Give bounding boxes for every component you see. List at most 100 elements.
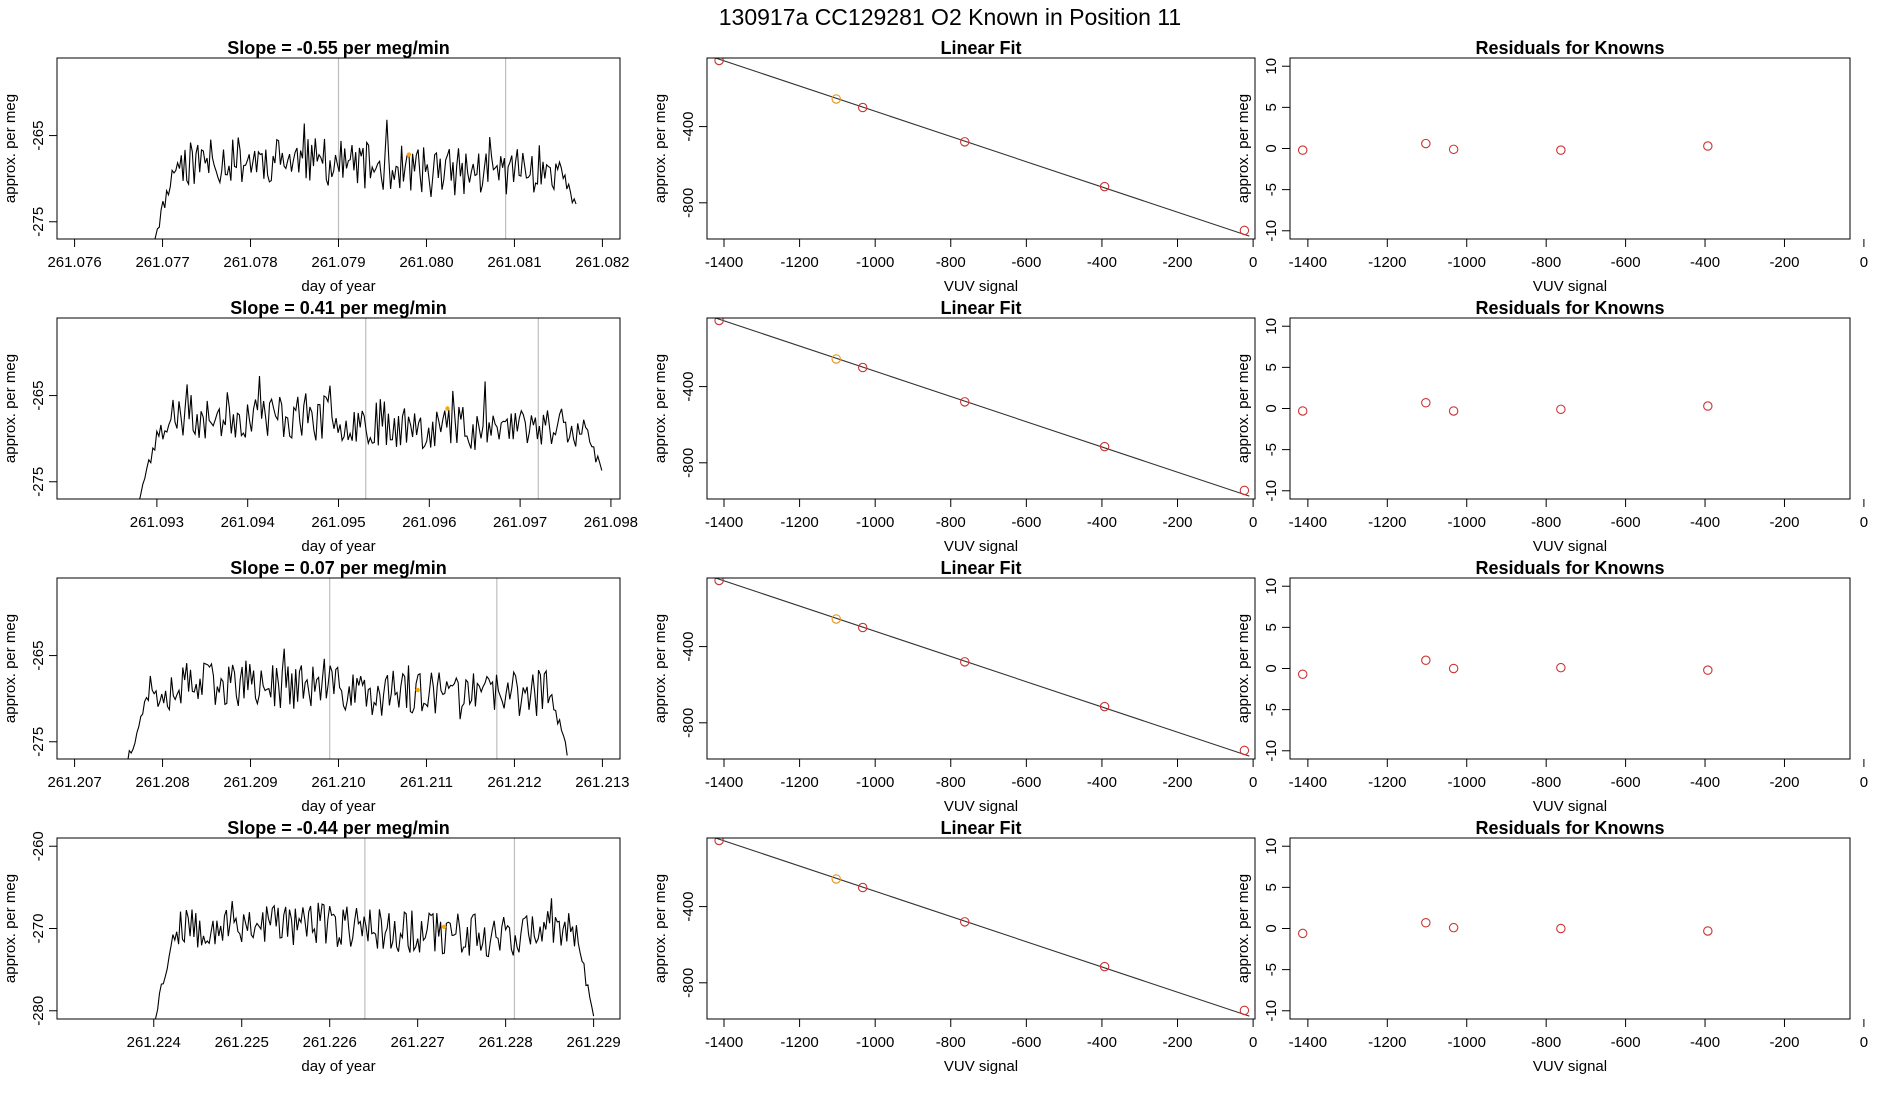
x-tick-label: 261.096 [402, 514, 456, 531]
x-axis-label: day of year [301, 538, 375, 555]
x-tick-label: -800 [1531, 514, 1561, 531]
y-tick-label: -5 [1263, 443, 1280, 456]
x-axis-label: VUV signal [944, 1058, 1018, 1075]
x-tick-label: -1200 [780, 1034, 818, 1051]
x-tick-label: -1400 [705, 1034, 743, 1051]
panel-title: Residuals for Knowns [1475, 818, 1664, 838]
y-axis-label: approx. per meg [2, 94, 19, 203]
panel-2-2: Linear Fit VUV signal approx. per meg -1400… [652, 298, 1257, 555]
panel-title: Slope = 0.07 per meg/min [230, 558, 447, 578]
y-tick-label: -5 [1263, 703, 1280, 716]
y-tick-label: -800 [680, 968, 697, 998]
x-tick-label: -400 [1690, 1034, 1720, 1051]
data-point [1297, 928, 1308, 939]
y-axis-label: approx. per meg [2, 354, 19, 463]
data-point-highlighted [831, 94, 842, 104]
y-axis-label: approx. per meg [652, 354, 669, 463]
x-tick-label: -800 [1531, 1034, 1561, 1051]
data-point [1421, 138, 1431, 149]
x-tick-label: -800 [936, 254, 966, 271]
data-point [1851, 664, 1859, 672]
highlight-point [441, 924, 447, 930]
y-axis-label: approx. per meg [2, 874, 19, 983]
y-tick-label: -280 [30, 996, 47, 1026]
x-tick-label: -800 [1531, 774, 1561, 791]
x-tick-label: -1400 [705, 774, 743, 791]
x-tick-label: 261.076 [47, 254, 101, 271]
panel-title: Slope = 0.41 per meg/min [230, 298, 447, 318]
panel-title: Residuals for Knowns [1475, 558, 1664, 578]
x-tick-label: -600 [1011, 774, 1041, 791]
x-axis-label: day of year [301, 278, 375, 295]
x-tick-label: 261.213 [575, 774, 629, 791]
plot-area [139, 318, 603, 499]
data-point-highlighted [831, 354, 842, 364]
data-point [1099, 961, 1110, 972]
x-tick-label: -200 [1769, 254, 1799, 271]
x-axis-label: day of year [301, 1058, 375, 1075]
x-tick-label: -600 [1011, 1034, 1041, 1051]
panel-title: Slope = -0.55 per meg/min [227, 38, 450, 58]
data-point-highlighted [831, 874, 842, 884]
data-point [1448, 922, 1459, 933]
x-tick-label: -1400 [705, 254, 743, 271]
plot-area [1297, 655, 1859, 680]
y-tick-label: -275 [30, 467, 47, 497]
plot-frame [706, 57, 1256, 240]
plot-frame [1289, 837, 1851, 1020]
x-tick-label: -1200 [1368, 1034, 1406, 1051]
x-tick-label: -200 [1163, 254, 1193, 271]
x-axis-label: VUV signal [944, 798, 1018, 815]
plot-area [154, 838, 595, 1019]
y-tick-label: -10 [1263, 740, 1280, 762]
y-tick-label: 0 [1263, 924, 1280, 932]
x-tick-label: -1400 [705, 514, 743, 531]
x-tick-label: -600 [1011, 514, 1041, 531]
plot-area [713, 578, 1250, 757]
x-tick-label: 261.208 [135, 774, 189, 791]
data-point [1703, 141, 1713, 151]
panel-3-1: Slope = 0.07 per meg/min day of year appro… [2, 558, 630, 815]
y-tick-label: -265 [30, 381, 47, 411]
y-tick-label: -10 [1263, 480, 1280, 502]
panel-4-1: Slope = -0.44 per meg/min day of year appr… [2, 818, 621, 1075]
y-tick-label: 5 [1263, 623, 1280, 631]
y-tick-label: -400 [680, 112, 697, 142]
x-tick-label: -1000 [856, 514, 894, 531]
x-tick-label: 0 [1249, 774, 1257, 791]
y-tick-label: -10 [1263, 220, 1280, 242]
y-tick-label: -400 [680, 372, 697, 402]
x-axis-label: VUV signal [944, 278, 1018, 295]
data-point [1297, 145, 1308, 155]
data-point [1851, 406, 1859, 414]
x-tick-label: -1000 [1448, 254, 1486, 271]
time-series-line [127, 648, 568, 759]
x-tick-label: -400 [1690, 254, 1720, 271]
plot-area [713, 838, 1250, 1017]
panel-1-3: Residuals for Knowns VUV signal approx. pe… [1235, 38, 1868, 295]
y-tick-label: 10 [1263, 578, 1280, 595]
x-tick-label: -1000 [856, 254, 894, 271]
x-tick-label: -1400 [1289, 774, 1327, 791]
data-point [1448, 144, 1459, 155]
panel-grid: Slope = -0.55 per meg/min day of year appr… [2, 38, 1868, 1075]
x-tick-label: 261.078 [223, 254, 277, 271]
x-tick-label: 261.098 [584, 514, 638, 531]
panel-title: Linear Fit [940, 38, 1021, 58]
y-tick-label: 10 [1263, 318, 1280, 335]
data-point [959, 397, 970, 407]
data-point [857, 102, 868, 113]
plot-frame [56, 577, 621, 760]
y-tick-label: -800 [680, 448, 697, 478]
plot-frame [56, 837, 621, 1020]
x-tick-label: 261.226 [303, 1034, 357, 1051]
x-tick-label: 0 [1860, 774, 1868, 791]
data-point [959, 917, 970, 927]
x-tick-label: 0 [1860, 254, 1868, 271]
data-point [1556, 404, 1566, 415]
panel-2-1: Slope = 0.41 per meg/min day of year appro… [2, 298, 638, 555]
x-tick-label: -200 [1769, 774, 1799, 791]
plot-area [1297, 917, 1713, 939]
y-tick-label: -400 [680, 632, 697, 662]
y-axis-label: approx. per meg [1235, 614, 1252, 723]
